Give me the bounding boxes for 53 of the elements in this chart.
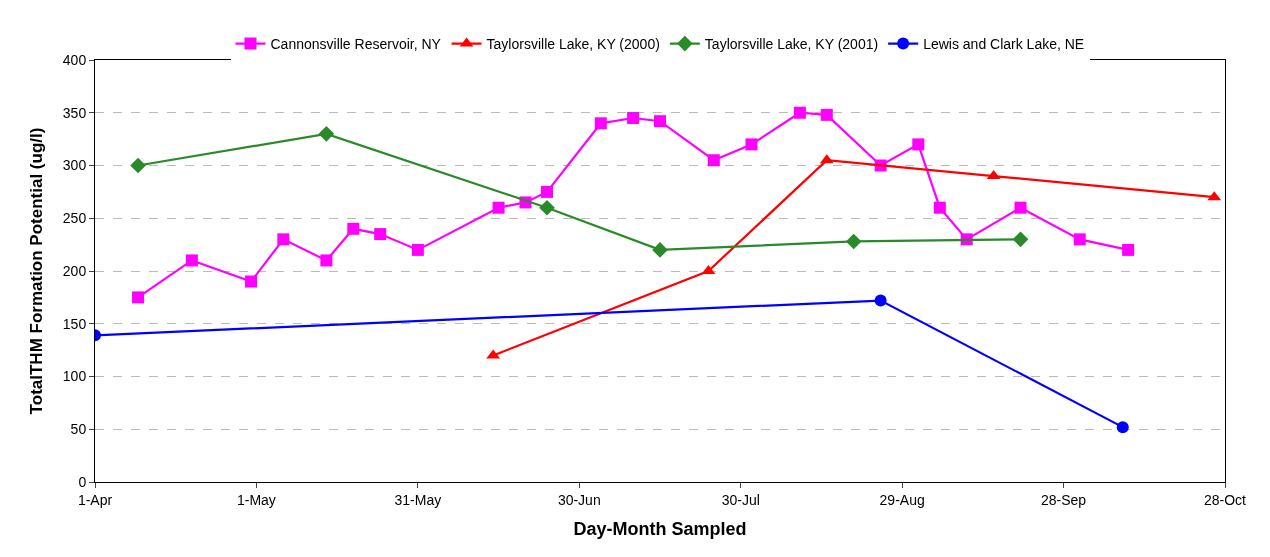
- y-tick-label: 250: [62, 210, 87, 227]
- point: [594, 117, 607, 130]
- point: [374, 228, 387, 241]
- point: [745, 138, 758, 151]
- y-tick-label: 150: [62, 315, 87, 332]
- x-tick-label: 29-Aug: [879, 491, 925, 508]
- point: [654, 115, 666, 128]
- y-tick-label: 400: [62, 51, 87, 68]
- x-tick-label: 1-May: [236, 491, 276, 508]
- y-tick-label: 0: [78, 473, 87, 490]
- x-tick-label: 30-Jul: [721, 491, 760, 508]
- point: [539, 199, 555, 216]
- y-tick-label: 100: [62, 368, 87, 385]
- y-tick-label: 200: [62, 262, 87, 279]
- point: [132, 291, 145, 304]
- point: [1014, 201, 1027, 214]
- point: [277, 233, 290, 246]
- point: [492, 201, 505, 214]
- x-tick-label: 31-May: [394, 491, 442, 508]
- x-tick-label: 28-Oct: [1203, 491, 1247, 508]
- point: [1116, 421, 1129, 434]
- point: [845, 233, 862, 250]
- point: [627, 112, 640, 125]
- x-tick-label: 28-Sep: [1040, 491, 1087, 508]
- point: [1073, 233, 1086, 246]
- point: [874, 294, 887, 307]
- x-tick-label: 30-Jun: [557, 491, 601, 508]
- point: [541, 185, 553, 198]
- point: [793, 106, 806, 119]
- x-tick-label: 1-Apr: [77, 491, 113, 508]
- point: [411, 243, 424, 256]
- point: [318, 126, 335, 142]
- x-axis-title: Day-Month Sampled: [573, 518, 747, 539]
- point: [245, 275, 258, 288]
- legend-label: Taylorsville Lake, KY (2001): [704, 36, 879, 53]
- point: [707, 154, 720, 167]
- point: [933, 201, 946, 214]
- point: [820, 108, 833, 121]
- y-tick-label: 350: [62, 104, 87, 121]
- legend-label: Lewis and Clark Lake, NE: [923, 36, 1085, 53]
- point: [912, 138, 925, 151]
- legend-label: Taylorsville Lake, KY (2000): [486, 36, 660, 53]
- legend-label: Cannonsville Reservoir, NY: [270, 36, 442, 53]
- point: [347, 222, 360, 235]
- point: [1012, 231, 1029, 248]
- point: [320, 254, 333, 267]
- y-tick-label: 300: [62, 157, 87, 174]
- point: [130, 157, 146, 174]
- y-tick-label: 50: [70, 421, 87, 438]
- point: [652, 242, 668, 258]
- point: [1122, 243, 1135, 256]
- y-axis-title: TotalTHM Formation Potential (ug/l): [27, 127, 47, 415]
- point: [185, 254, 198, 267]
